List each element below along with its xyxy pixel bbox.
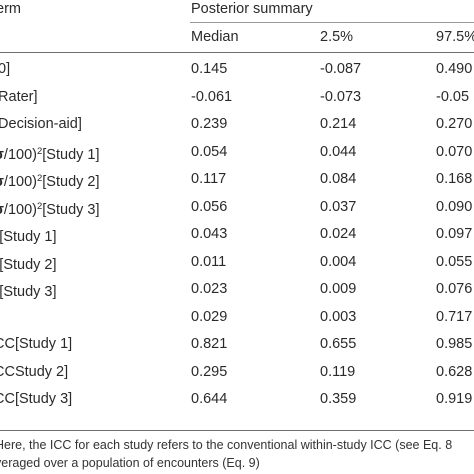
table-row-term: [Decision-aid] (0, 115, 82, 133)
table-cell-median: 0.644 (191, 391, 228, 407)
table-row-term: σ/100)2[Study 1] (0, 143, 100, 164)
table-cell-hi: -0.05 (436, 89, 470, 105)
table-row-term: 2[Study 3] (0, 280, 57, 301)
term-label: [Rater] (0, 89, 38, 105)
table-cell-hi: 0.097 (436, 226, 473, 242)
table-cell-median: 0.043 (191, 226, 228, 242)
sigma-symbol: σ (0, 174, 4, 190)
superscript: 2 (36, 173, 43, 184)
table-cell-lo: 0.655 (320, 336, 357, 352)
term-label: [Study 3] (0, 284, 57, 300)
term-label: [Study 2] (42, 174, 100, 190)
table-row-term: 2[Study 1] (0, 225, 57, 246)
table-row-term: CC[Study 1] (0, 335, 72, 353)
table-cell-lo: 0.084 (320, 171, 357, 187)
term-label: [Study 1] (0, 229, 57, 245)
table-cell-hi: 0.717 (436, 309, 473, 325)
table-cell-median: 0.295 (191, 364, 228, 380)
sigma-symbol: σ (0, 202, 4, 218)
bottom-rule (0, 430, 474, 431)
table-row-term: CC[Study 3] (0, 390, 72, 408)
table-row-term: CCStudy 2] (0, 363, 68, 381)
table-cell-median: 0.023 (191, 281, 228, 297)
column-header-97-5-percent: 97.5% (436, 29, 474, 45)
term-scale: /100) (3, 147, 37, 163)
table-cell-hi: 0.076 (436, 281, 473, 297)
table-cell-lo: 0.037 (320, 199, 357, 215)
term-label: [Study 3] (42, 202, 100, 218)
table-cell-lo: -0.087 (320, 61, 362, 77)
table-cell-lo: -0.073 (320, 89, 362, 105)
term-label: CC[Study 3] (0, 391, 73, 407)
table-cell-hi: 0.090 (436, 199, 473, 215)
table-cell-hi: 0.270 (436, 116, 473, 132)
term-label: [Study 1] (42, 147, 100, 163)
table-cell-lo: 0.003 (320, 309, 357, 325)
term-scale: /100) (3, 202, 37, 218)
table-cell-median: 0.029 (191, 309, 228, 325)
column-group-posterior-summary: Posterior summary (191, 1, 313, 17)
table-cell-median: 0.011 (191, 254, 227, 270)
table-cell-lo: 0.359 (320, 391, 357, 407)
superscript: 2 (36, 201, 43, 212)
table-cell-lo: 0.044 (320, 144, 357, 160)
table-row-term: 2[Study 2] (0, 253, 57, 274)
table-cell-median: 0.145 (191, 61, 228, 77)
table-cell-hi: 0.055 (436, 254, 473, 270)
column-header-2-5-percent: 2.5% (320, 29, 354, 45)
table-cell-hi: 0.070 (436, 144, 473, 160)
header-rule (0, 52, 474, 53)
table-cell-hi: 0.985 (436, 336, 473, 352)
table-row-term: σ/100)2[Study 2] (0, 170, 100, 191)
header-group-rule (190, 22, 474, 23)
table-cell-median: 0.821 (191, 336, 228, 352)
table-cell-hi: 0.628 (436, 364, 473, 380)
term-label: [Study 2] (0, 257, 57, 273)
table-cell-median: -0.061 (191, 89, 233, 105)
term-label: CCStudy 2] (0, 364, 69, 380)
table-cell-lo: 0.214 (320, 116, 357, 132)
table-cell-lo: 0.119 (320, 364, 356, 380)
footnote-line-2: veraged over a population of encounters … (0, 456, 260, 470)
table-cell-lo: 0.024 (320, 226, 357, 242)
sigma-symbol: σ (0, 147, 4, 163)
table-cell-lo: 0.009 (320, 281, 357, 297)
term-scale: /100) (3, 174, 37, 190)
table-cell-lo: 0.004 (320, 254, 357, 270)
table-cell-median: 0.056 (191, 199, 228, 215)
table-cell-median: 0.054 (191, 144, 228, 160)
table-row-term: σ/100)2[Study 3] (0, 198, 100, 219)
table-cell-hi: 0.168 (436, 171, 473, 187)
table-cell-hi: 0.490 (436, 61, 473, 77)
term-label: [0] (0, 61, 11, 77)
term-label: [Decision-aid] (0, 116, 82, 132)
table-cell-median: 0.117 (191, 171, 227, 187)
footnote-line-1: Here, the ICC for each study refers to t… (0, 438, 453, 452)
term-label: CC[Study 1] (0, 336, 73, 352)
table-cell-hi: 0.919 (436, 391, 473, 407)
table-row-term: [Rater] (0, 88, 38, 106)
superscript: 2 (36, 146, 43, 157)
table-row-term: [0] (0, 60, 10, 78)
column-header-median: Median (191, 29, 239, 45)
table-cell-median: 0.239 (191, 116, 228, 132)
column-header-term: erm (0, 1, 21, 17)
